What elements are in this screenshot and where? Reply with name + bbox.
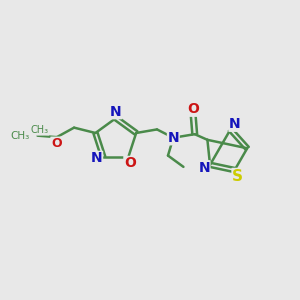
Text: O: O [187,102,199,116]
Text: N: N [167,131,179,145]
Text: N: N [229,117,241,131]
Text: O: O [51,137,62,150]
Text: CH₃: CH₃ [10,131,29,141]
Text: CH₃: CH₃ [31,125,49,135]
Text: O: O [124,156,136,170]
Text: N: N [110,105,122,119]
Text: N: N [91,152,103,165]
Text: methoxy: methoxy [36,125,97,139]
Text: S: S [232,169,243,184]
Text: N: N [198,161,210,175]
